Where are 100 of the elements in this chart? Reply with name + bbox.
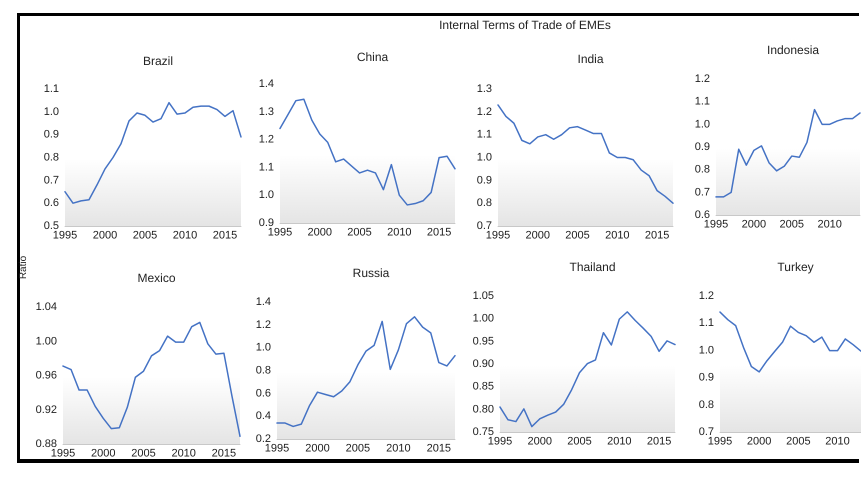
chart-title: Russia <box>352 266 390 280</box>
x-tick-label: 1995 <box>52 230 78 242</box>
y-tick-label: 0.7 <box>476 220 492 232</box>
y-tick-label: 1.05 <box>472 290 494 302</box>
y-tick-label: 1.2 <box>694 73 710 85</box>
x-tick-label: 2015 <box>426 226 452 238</box>
y-tick-label: 1.00 <box>36 335 57 348</box>
y-tick-label: 0.9 <box>44 128 59 141</box>
y-tick-label: 0.5 <box>44 220 59 232</box>
line-series <box>276 316 456 428</box>
x-tick-label: 2010 <box>171 448 196 460</box>
y-tick-label: 0.8 <box>694 164 710 176</box>
x-tick-label: 2010 <box>825 436 850 448</box>
x-tick-label: 2005 <box>786 436 811 448</box>
x-tick-label: 2000 <box>305 442 330 454</box>
x-tick-label: 2010 <box>387 226 412 238</box>
y-tick-label: 0.9 <box>476 174 492 186</box>
y-tick-label: 0.8 <box>698 398 714 411</box>
x-tick-label: 2000 <box>528 436 552 448</box>
chart-title: Brazil <box>142 54 174 68</box>
x-tick-label: 2015 <box>644 230 670 242</box>
x-tick-label: 2005 <box>131 448 156 460</box>
x-tick-label: 2005 <box>346 442 370 454</box>
y-tick-label: 0.6 <box>694 209 710 221</box>
x-tick-label: 2010 <box>607 436 632 448</box>
y-tick-label: 1.4 <box>256 296 271 308</box>
x-tick-label: 1995 <box>268 226 292 238</box>
y-tick-label: 0.7 <box>44 174 59 186</box>
y-tick-label: 0.7 <box>698 426 714 438</box>
y-tick-label: 0.7 <box>694 186 710 198</box>
x-tick-label: 2005 <box>132 230 158 242</box>
chart-title: Thailand <box>569 260 616 274</box>
line-series <box>62 322 241 438</box>
x-tick-label: 1995 <box>50 448 76 460</box>
y-tick-label: 0.8 <box>476 197 492 210</box>
x-tick-label: 2000 <box>308 226 332 238</box>
y-tick-label: 0.96 <box>36 370 57 382</box>
line-series <box>499 311 676 428</box>
chart-title: China <box>356 50 388 64</box>
y-tick-label: 0.4 <box>256 410 271 422</box>
y-tick-label: 1.2 <box>258 134 274 146</box>
x-tick-label: 1995 <box>704 218 728 230</box>
y-tick-label: 1.1 <box>698 317 714 330</box>
y-tick-label: 1.0 <box>694 118 710 130</box>
y-tick-label: 0.9 <box>698 372 714 384</box>
chart-title: Indonesia <box>766 43 820 57</box>
chart-title: Turkey <box>777 260 814 274</box>
x-tick-label: 2015 <box>212 230 238 242</box>
x-tick-label: 1995 <box>708 436 732 448</box>
x-tick-label: 2010 <box>172 230 198 242</box>
x-tick-label: 1995 <box>264 442 290 454</box>
y-tick-label: 1.3 <box>476 83 492 95</box>
x-tick-label: 2005 <box>565 230 590 242</box>
y-tick-label: 1.2 <box>698 290 714 302</box>
x-tick-label: 1995 <box>488 436 512 448</box>
line-series <box>279 98 456 206</box>
y-tick-label: 1.0 <box>476 152 492 164</box>
x-tick-label: 2000 <box>526 230 550 242</box>
line-series <box>64 102 242 204</box>
x-tick-label: 1995 <box>486 230 510 242</box>
y-tick-label: 1.00 <box>472 312 494 325</box>
y-tick-label: 0.85 <box>472 380 494 393</box>
y-tick-label: 0.6 <box>256 387 271 400</box>
line-series <box>715 108 861 198</box>
y-tick-label: 0.6 <box>44 197 59 210</box>
x-tick-label: 2005 <box>347 226 372 238</box>
y-tick-label: 1.2 <box>256 318 271 331</box>
x-tick-label: 2005 <box>780 218 804 230</box>
x-tick-label: 2000 <box>746 436 772 448</box>
y-tick-label: 0.95 <box>472 335 494 348</box>
y-tick-label: 0.9 <box>258 217 274 229</box>
y-axis-title: Ratio <box>18 256 30 280</box>
y-tick-label: 1.0 <box>44 106 59 118</box>
x-tick-label: 2010 <box>817 218 842 230</box>
line-series <box>497 104 674 204</box>
y-tick-label: 0.8 <box>256 364 271 376</box>
x-tick-label: 2000 <box>92 230 118 242</box>
x-tick-label: 2015 <box>646 436 672 448</box>
y-tick-label: 1.3 <box>258 106 274 118</box>
x-tick-label: 2000 <box>90 448 116 460</box>
y-tick-label: 1.0 <box>698 344 714 356</box>
y-tick-label: 1.1 <box>258 161 274 174</box>
y-tick-label: 1.1 <box>44 83 59 95</box>
y-tick-label: 1.0 <box>256 342 271 354</box>
x-tick-label: 2015 <box>212 448 236 460</box>
line-series <box>719 311 861 373</box>
x-tick-label: 2005 <box>567 436 592 448</box>
y-tick-label: 0.2 <box>256 433 271 445</box>
y-tick-label: 0.90 <box>472 358 494 370</box>
x-tick-label: 2015 <box>426 442 452 454</box>
x-tick-label: 2010 <box>605 230 630 242</box>
y-tick-label: 1.1 <box>476 128 492 141</box>
y-tick-label: 0.9 <box>694 141 710 153</box>
y-tick-label: 0.80 <box>472 403 494 416</box>
x-tick-label: 2010 <box>386 442 411 454</box>
y-tick-label: 0.75 <box>472 426 494 438</box>
y-tick-label: 1.04 <box>36 301 57 313</box>
y-tick-label: 1.1 <box>694 96 710 108</box>
y-tick-label: 0.8 <box>44 152 59 164</box>
y-tick-label: 1.0 <box>258 189 274 202</box>
